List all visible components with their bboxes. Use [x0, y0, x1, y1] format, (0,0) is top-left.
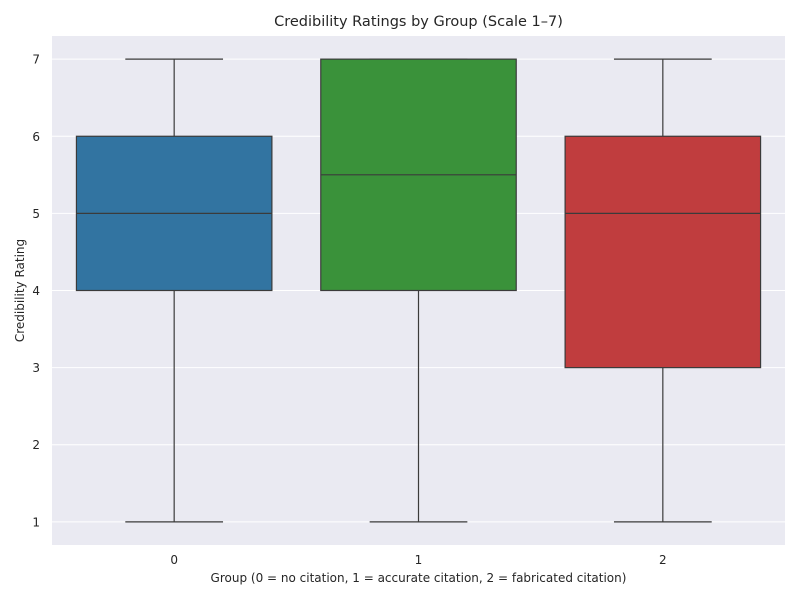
- box-group-1: [320, 58, 517, 523]
- box-group-2: [564, 58, 762, 523]
- x-tick-label-1: 1: [415, 553, 423, 567]
- y-tick-label-7: 7: [32, 53, 40, 67]
- x-tick-label-0: 0: [170, 553, 178, 567]
- y-tick-label-4: 4: [32, 284, 40, 298]
- y-tick-labels: 1 2 3 4 5 6 7: [32, 53, 40, 530]
- y-tick-label-3: 3: [32, 361, 40, 375]
- x-axis-label: Group (0 = no citation, 1 = accurate cit…: [211, 571, 627, 585]
- boxes: [75, 58, 762, 523]
- y-axis-label: Credibility Rating: [13, 239, 27, 342]
- y-tick-label-2: 2: [32, 438, 40, 452]
- chart-title: Credibility Ratings by Group (Scale 1–7): [274, 14, 563, 30]
- box-iqr-2: [564, 135, 762, 369]
- x-tick-label-2: 2: [659, 553, 667, 567]
- y-tick-label-5: 5: [32, 207, 40, 221]
- y-tick-label-1: 1: [32, 515, 40, 529]
- x-tick-labels: 0 1 2: [170, 553, 666, 567]
- box-group-0: [75, 58, 273, 523]
- y-tick-label-6: 6: [32, 130, 40, 144]
